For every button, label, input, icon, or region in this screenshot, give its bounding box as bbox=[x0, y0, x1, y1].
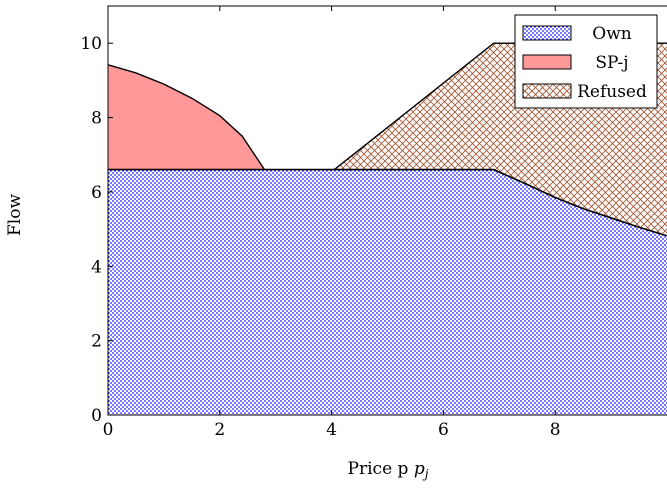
legend-swatch bbox=[523, 26, 571, 40]
x-tick-label: 0 bbox=[103, 420, 114, 440]
x-tick-label: 4 bbox=[326, 420, 337, 440]
y-tick-label: 10 bbox=[80, 34, 102, 54]
legend-label: SP-j bbox=[595, 53, 628, 73]
legend-label: Refused bbox=[577, 82, 647, 102]
legend-swatch bbox=[523, 84, 571, 98]
y-tick-label: 0 bbox=[91, 406, 102, 426]
x-axis-label-main: Price p bbox=[348, 459, 409, 479]
legend: Own SP-j Refused bbox=[515, 15, 657, 108]
y-tick-label: 8 bbox=[91, 109, 102, 129]
x-tick-label: 6 bbox=[438, 420, 449, 440]
x-tick-label: 8 bbox=[550, 420, 561, 440]
x-tick-label: 2 bbox=[214, 420, 225, 440]
y-tick-label: 6 bbox=[91, 183, 102, 203]
legend-swatch bbox=[523, 55, 571, 69]
area-sp-j bbox=[108, 65, 265, 170]
y-tick-label: 4 bbox=[91, 257, 102, 277]
legend-label: Own bbox=[592, 24, 631, 44]
y-axis-label: Flow bbox=[5, 194, 25, 236]
y-tick-label: 2 bbox=[91, 332, 102, 352]
x-axis-label: Price p pj bbox=[348, 459, 429, 481]
